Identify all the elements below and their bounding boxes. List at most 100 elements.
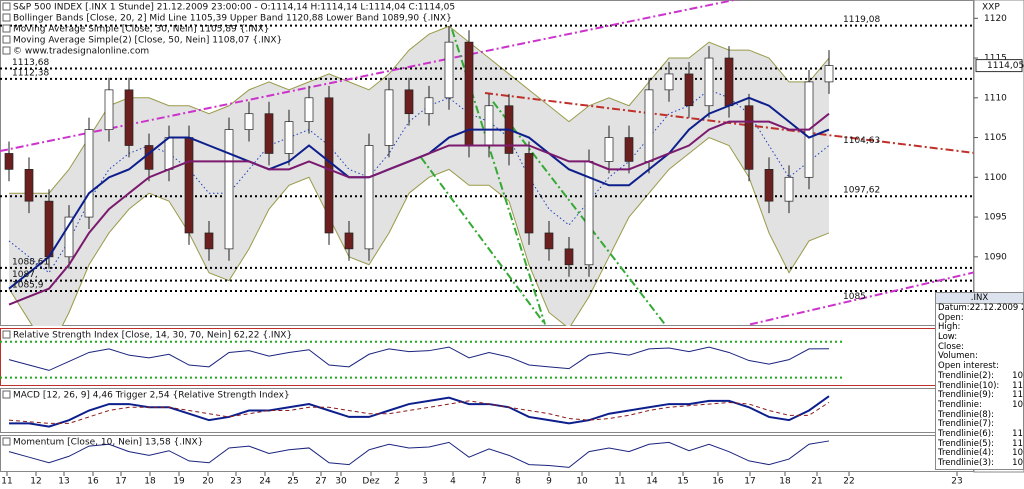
data-label: Open interest: [938,361,999,372]
data-label: Trendlinie(6): [938,428,994,439]
y-tick-label: 1105 [984,133,1007,143]
candle-body [644,89,654,162]
indicator-line [9,395,830,428]
candle-body [404,89,414,115]
data-row: High: [936,323,1023,333]
candle-body [264,113,274,154]
legend-icon [2,35,11,44]
panel [0,0,974,326]
trendline [492,101,666,326]
legend-icon [2,330,11,339]
indicator-line [8,346,830,371]
candle-body [524,153,534,234]
y-tick-label: 1095 [984,213,1007,223]
data-value: 10 [1012,448,1023,459]
y-tick-label: 1090 [984,252,1007,262]
data-row: Trendlinie(4): 10 [936,449,1023,459]
data-row: Trendlinie(2): 10 [936,370,1023,382]
candle-body [304,97,314,123]
data-row: Low: [936,332,1023,343]
data-row: Open interest: [936,361,1023,372]
level-label: 1097,62 [843,186,880,196]
candle-body [164,137,174,170]
data-window: .INX Datum:22.12.2009 22:Open:High:Low:C… [935,292,1024,470]
data-label: Trendlinie(2): [938,370,994,381]
x-tick-label: 24 [259,477,271,487]
y-tick-label: 1115 [984,54,1007,64]
data-row: Open: [936,312,1023,324]
legend-entry: © www.tradesignalonline.com [13,47,149,57]
candle-body [244,113,254,130]
data-label: Trendlinie(10): [938,380,1000,391]
candle-body [384,89,394,146]
candle-body [84,129,94,218]
trendline [749,271,974,326]
level-label: 1113,68 [12,58,49,68]
level-label: 1085,9 [12,281,44,291]
data-label: Low: [938,332,958,343]
candle-body [344,232,354,250]
candle-body [824,65,834,83]
trendline [420,156,546,326]
x-tick-label: 14 [646,477,658,487]
legend-icon [2,390,11,399]
legend-entry: Moving Average Simple [Close, 30, Nein] … [13,25,270,35]
panel [0,340,845,379]
x-tick-label: 8 [515,477,521,487]
data-row: Trendlinie(6): 11 [936,428,1023,440]
candle-body [204,232,214,250]
x-tick-label: 7 [481,477,487,487]
candle-body [184,137,194,234]
bollinger-upper [9,25,830,194]
candle-body [544,232,554,250]
candle-body [44,200,54,258]
candle-body [664,73,674,91]
x-tick-label: 17 [115,477,126,487]
x-tick-label: 4 [450,477,456,487]
legend-icon [2,13,11,22]
level-label: 1088,61 [12,257,49,267]
data-label: Volumen: [938,351,978,362]
data-label: Datum: [938,303,970,313]
x-tick-label: 11 [614,477,625,487]
x-tick-label: 16 [87,477,99,487]
data-label: High: [938,322,961,333]
indicator-line [8,400,830,424]
level-label: 1112,38 [12,68,49,78]
x-tick-label: 23 [230,477,241,487]
x-tick-label: 19 [173,477,185,487]
x-tick-label: 11 [1,477,12,487]
x-tick-label: 22 [843,477,854,487]
data-value: 11 [1012,390,1023,401]
panel-frame [0,388,974,433]
candle-body [564,248,574,266]
candle-body [364,145,374,250]
data-row: Volumen: [936,352,1023,362]
data-value: 10 [1012,370,1023,381]
x-tick-label: 25 [287,477,298,487]
data-label: Trendlinie(3): [938,458,994,468]
candle-body [724,57,734,107]
candle-body [484,105,494,146]
data-label: Trendlinie(9): [938,390,994,401]
data-label: Trendlinie(4): [938,448,994,459]
trendline [484,92,974,154]
corner-label: XXP [982,3,1000,13]
candle-body [624,137,634,162]
bollinger-mid [8,89,830,274]
data-row: Datum:22.12.2009 22: [936,303,1023,314]
candle-body [24,169,34,202]
x-tick-label: 16 [712,477,724,487]
candle-body [604,137,614,162]
panel [8,440,830,468]
candle-body [764,169,774,202]
candle-body [704,57,714,107]
data-row: Trendlinie(10): 11 [936,380,1023,392]
x-tick-label: 23 [951,477,962,487]
data-label: Open: [938,312,964,323]
x-tick-label: 27 [315,477,326,487]
x-tick-label: Dez [362,477,379,487]
price-axis [973,0,1024,327]
